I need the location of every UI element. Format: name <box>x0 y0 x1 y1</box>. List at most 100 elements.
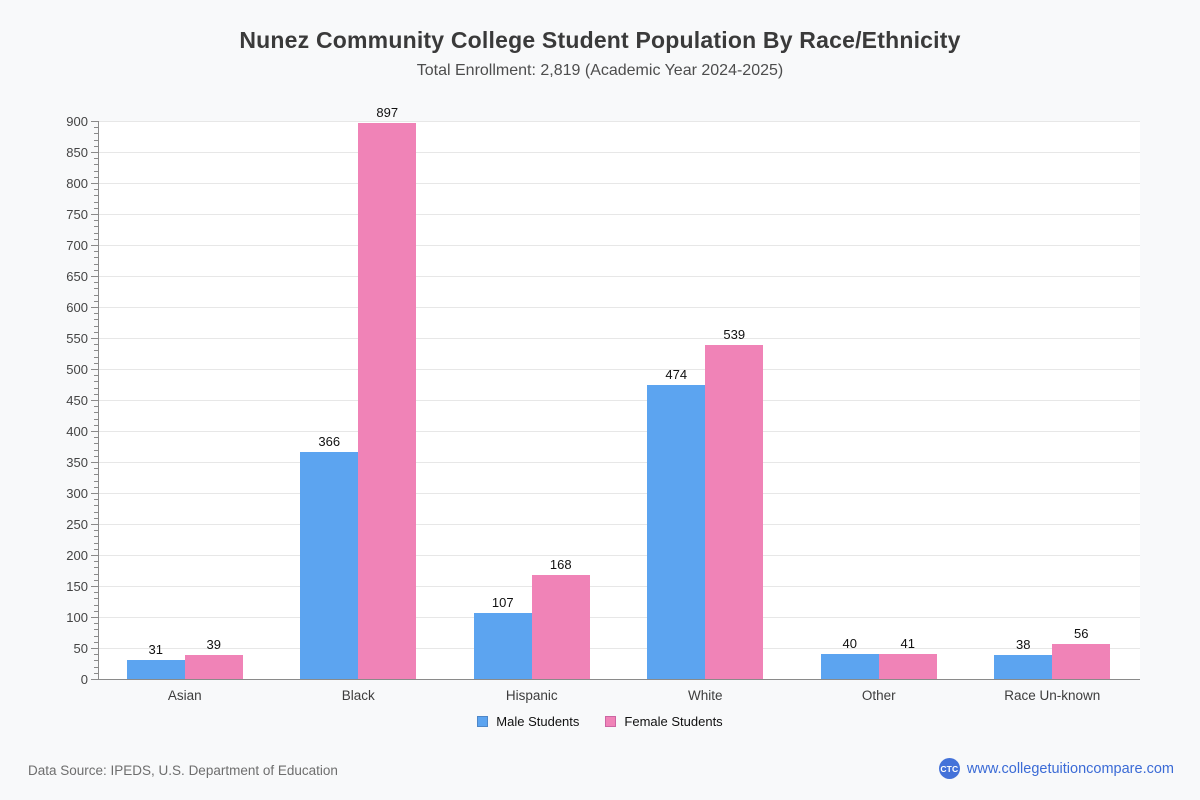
legend-label: Female Students <box>624 714 723 729</box>
y-axis-label-0: 0 <box>80 672 88 687</box>
y-axis-label-450: 450 <box>66 393 88 408</box>
bar-value-female-students-hispanic: 168 <box>549 557 572 572</box>
y-minor-tick <box>94 641 98 643</box>
bar-male-students-hispanic[interactable] <box>473 613 532 679</box>
y-minor-tick <box>94 331 98 333</box>
data-source-note: Data Source: IPEDS, U.S. Department of E… <box>28 763 338 778</box>
y-minor-tick <box>94 325 98 327</box>
y-minor-tick <box>94 170 98 172</box>
y-axis-label-250: 250 <box>66 517 88 532</box>
x-axis-label-asian: Asian <box>167 688 202 703</box>
bar-female-students-hispanic[interactable] <box>531 575 590 679</box>
gridline-y-150 <box>99 586 1140 587</box>
y-minor-tick <box>94 449 98 451</box>
y-major-tick <box>91 524 98 525</box>
gridline-y-400 <box>99 431 1140 432</box>
y-minor-tick <box>94 356 98 358</box>
y-major-tick <box>91 679 98 680</box>
y-minor-tick <box>94 610 98 612</box>
gridline-y-900 <box>99 121 1140 122</box>
y-major-tick <box>91 400 98 401</box>
bar-value-male-students-black: 366 <box>318 434 341 449</box>
bar-value-female-students-black: 897 <box>376 105 399 120</box>
gridline-y-200 <box>99 555 1140 556</box>
x-axis-label-hispanic: Hispanic <box>505 688 558 703</box>
y-minor-tick <box>94 387 98 389</box>
y-axis-label-100: 100 <box>66 610 88 625</box>
bar-value-male-students-hispanic: 107 <box>491 595 514 610</box>
y-minor-tick <box>94 654 98 656</box>
y-minor-tick <box>94 294 98 296</box>
y-axis-label-500: 500 <box>66 362 88 377</box>
y-minor-tick <box>94 573 98 575</box>
y-minor-tick <box>94 474 98 476</box>
legend-item-male-students[interactable]: Male Students <box>477 714 579 729</box>
x-axis-label-white: White <box>687 688 723 703</box>
x-axis-label-other: Other <box>861 688 896 703</box>
y-axis-label-200: 200 <box>66 548 88 563</box>
bar-female-students-race-un-known[interactable] <box>1052 644 1111 679</box>
bar-male-students-other[interactable] <box>820 654 879 679</box>
y-major-tick <box>91 276 98 277</box>
bar-male-students-asian[interactable] <box>126 660 185 679</box>
y-minor-tick <box>94 499 98 501</box>
bar-male-students-race-un-known[interactable] <box>994 655 1053 679</box>
bar-male-students-black[interactable] <box>300 452 359 679</box>
y-minor-tick <box>94 207 98 209</box>
bar-female-students-black[interactable] <box>358 123 417 679</box>
y-minor-tick <box>94 486 98 488</box>
y-minor-tick <box>94 269 98 271</box>
y-minor-tick <box>94 288 98 290</box>
y-minor-tick <box>94 127 98 129</box>
y-minor-tick <box>94 344 98 346</box>
y-major-tick <box>91 431 98 432</box>
website-credit: CTC www.collegetuitioncompare.com <box>938 758 1174 779</box>
legend-label: Male Students <box>496 714 580 729</box>
bar-female-students-other[interactable] <box>878 654 937 679</box>
y-minor-tick <box>94 561 98 563</box>
y-axis-label-300: 300 <box>66 486 88 501</box>
bar-male-students-white[interactable] <box>647 385 706 679</box>
gridline-y-300 <box>99 493 1140 494</box>
bar-female-students-asian[interactable] <box>184 655 243 679</box>
y-axis-label-900: 900 <box>66 114 88 129</box>
x-axis-label-race-un-known: Race Un-known <box>1004 688 1101 703</box>
y-axis-label-850: 850 <box>66 145 88 160</box>
gridline-y-550 <box>99 338 1140 339</box>
y-minor-tick <box>94 313 98 315</box>
website-link[interactable]: www.collegetuitioncompare.com <box>966 760 1174 777</box>
y-major-tick <box>91 307 98 308</box>
bar-value-female-students-other: 41 <box>900 636 915 651</box>
y-major-tick <box>91 214 98 215</box>
y-minor-tick <box>94 623 98 625</box>
gridline-y-650 <box>99 276 1140 277</box>
ctc-logo-icon[interactable]: CTC <box>938 758 960 779</box>
gridline-y-700 <box>99 245 1140 246</box>
y-minor-tick <box>94 480 98 482</box>
y-major-tick <box>91 617 98 618</box>
y-minor-tick <box>94 232 98 234</box>
bar-female-students-white[interactable] <box>705 345 764 679</box>
y-axis-label-550: 550 <box>66 331 88 346</box>
y-major-tick <box>91 183 98 184</box>
y-minor-tick <box>94 567 98 569</box>
y-axis-label-150: 150 <box>66 579 88 594</box>
y-minor-tick <box>94 195 98 197</box>
y-minor-tick <box>94 579 98 581</box>
legend-item-female-students[interactable]: Female Students <box>605 714 723 729</box>
y-minor-tick <box>94 201 98 203</box>
gridline-y-350 <box>99 462 1140 463</box>
bar-value-male-students-white: 474 <box>665 367 688 382</box>
gridline-y-450 <box>99 400 1140 401</box>
y-minor-tick <box>94 629 98 631</box>
bar-value-female-students-asian: 39 <box>206 637 221 652</box>
bar-value-male-students-race-un-known: 38 <box>1016 637 1031 652</box>
y-minor-tick <box>94 226 98 228</box>
y-major-tick <box>91 555 98 556</box>
gridline-y-500 <box>99 369 1140 370</box>
y-axis-label-50: 50 <box>73 641 88 656</box>
plot-area <box>98 121 1140 680</box>
y-axis-label-800: 800 <box>66 176 88 191</box>
gridline-y-600 <box>99 307 1140 308</box>
y-minor-tick <box>94 251 98 253</box>
